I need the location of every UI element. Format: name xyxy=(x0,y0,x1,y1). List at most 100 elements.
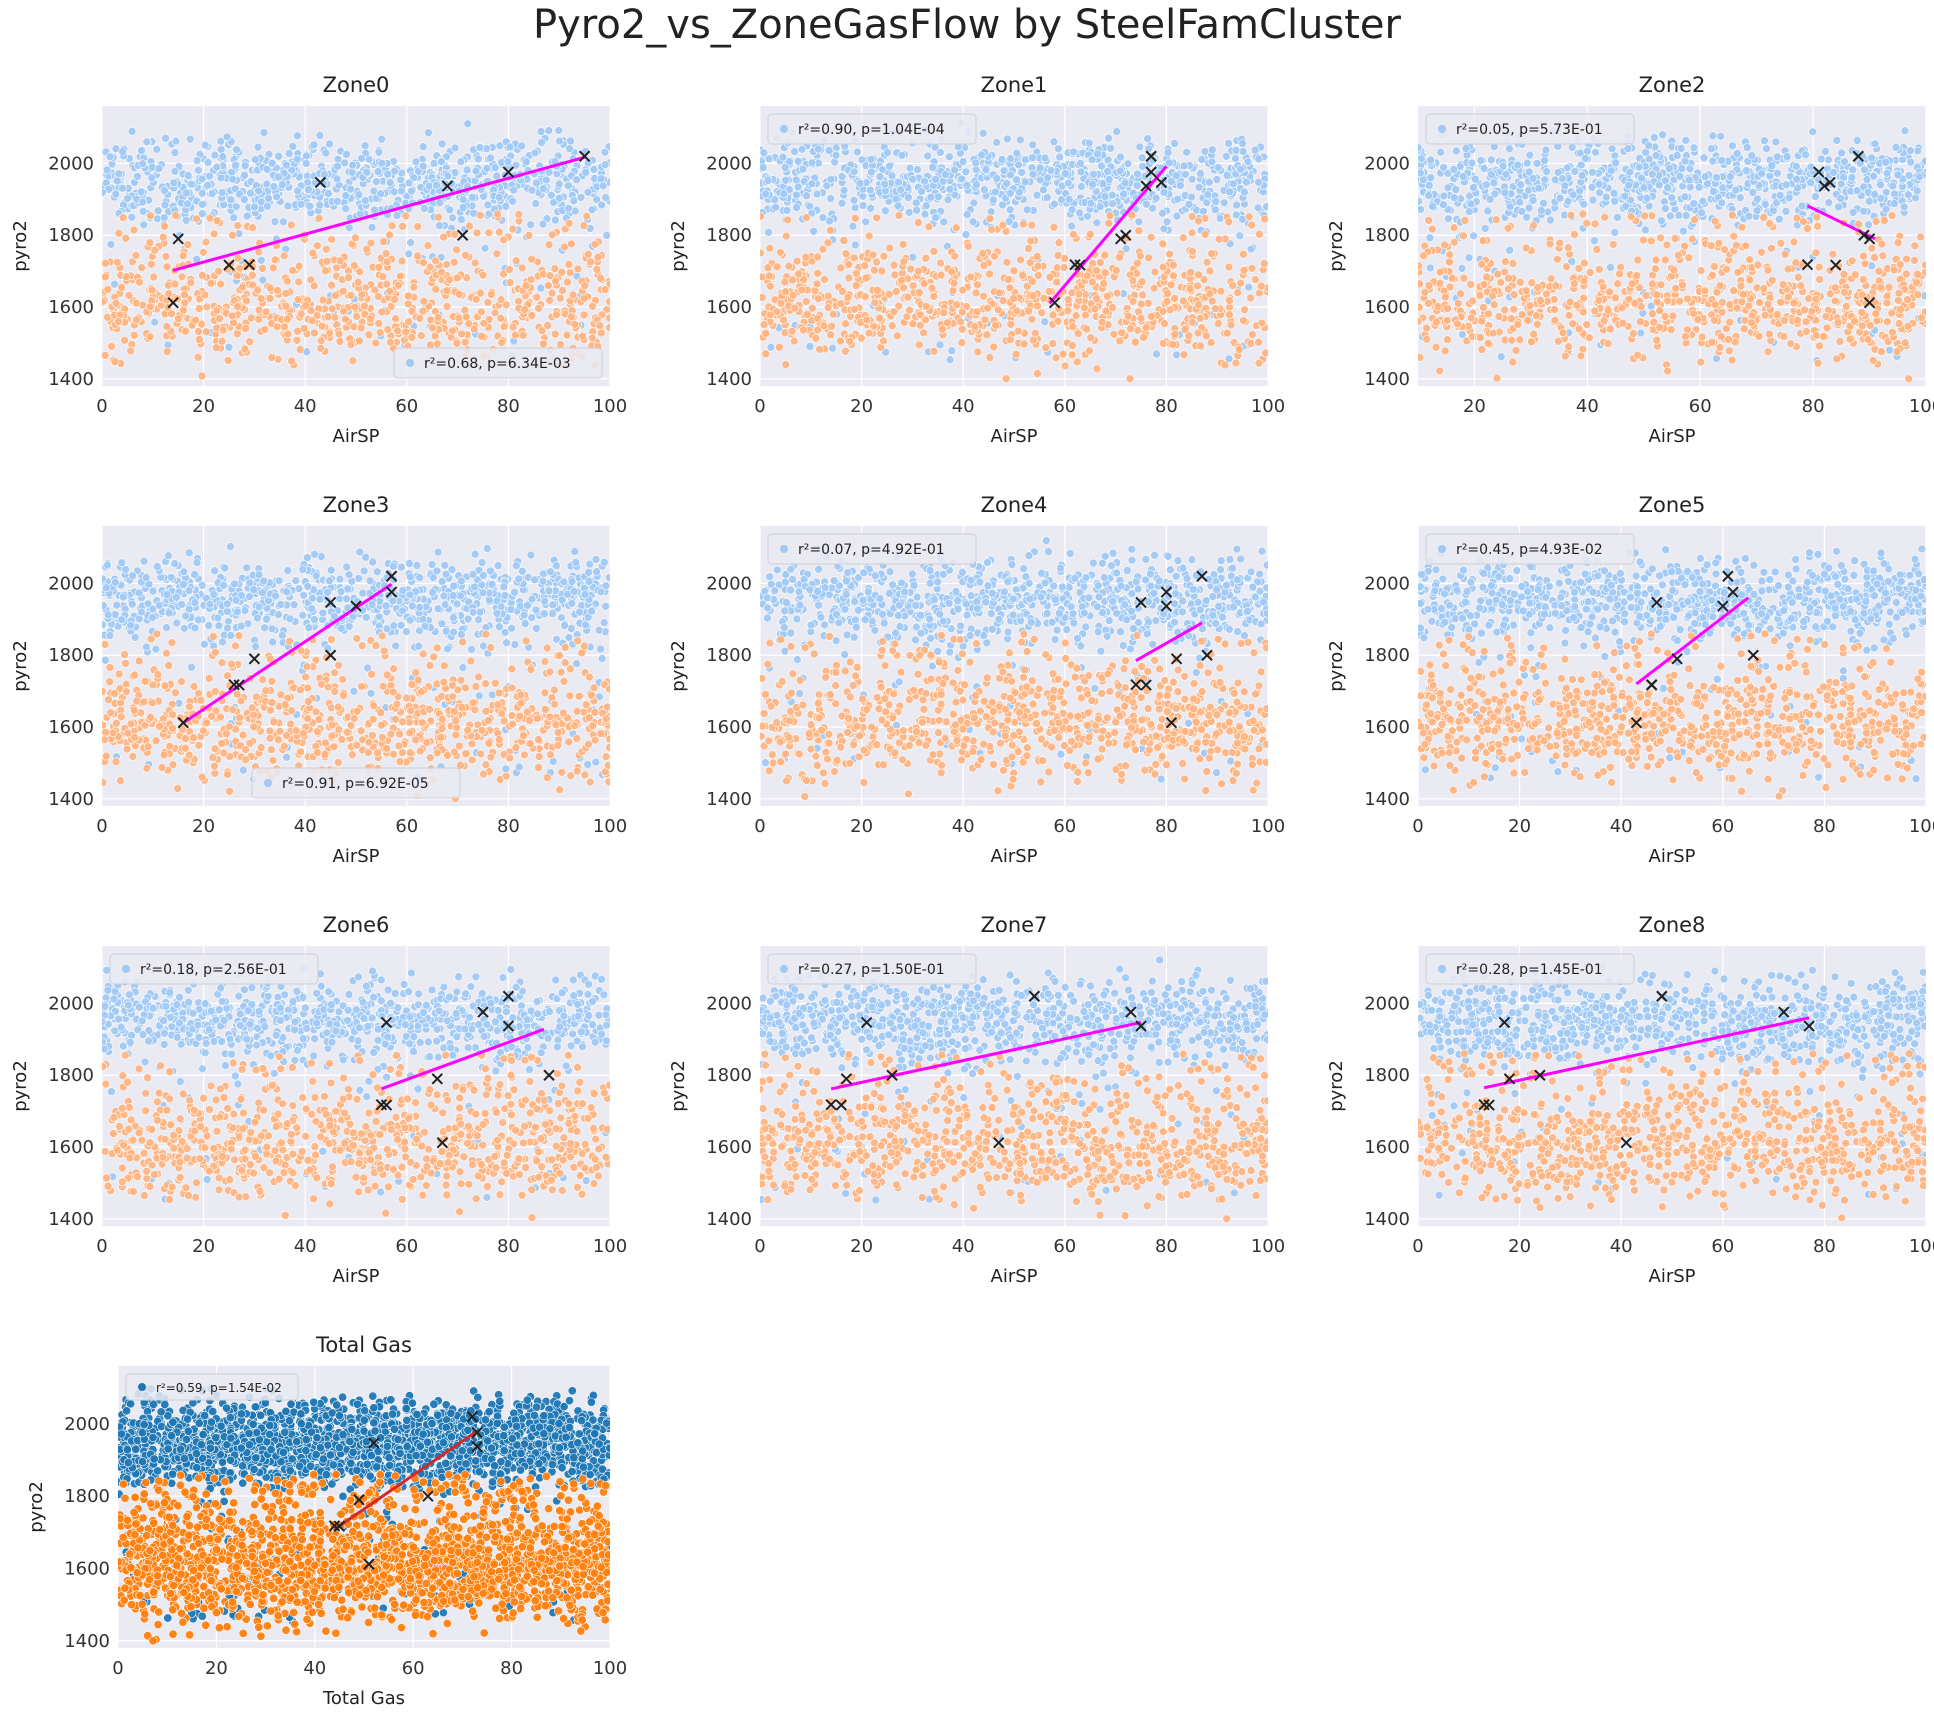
scatter-point xyxy=(402,328,410,336)
scatter-point xyxy=(1565,343,1573,351)
scatter-point xyxy=(1204,191,1212,199)
scatter-point xyxy=(410,283,418,291)
scatter-point xyxy=(1785,194,1793,202)
scatter-point xyxy=(548,231,556,239)
scatter-point xyxy=(1761,137,1769,145)
scatter-point xyxy=(1579,210,1587,218)
scatter-point xyxy=(539,185,547,193)
scatter-point xyxy=(112,190,120,198)
scatter-point xyxy=(199,248,207,256)
scatter-point xyxy=(443,260,451,268)
scatter-point xyxy=(339,287,347,295)
x-tick-label: 80 xyxy=(1155,396,1178,417)
scatter-point xyxy=(361,197,369,205)
scatter-point xyxy=(1748,152,1756,160)
scatter-point xyxy=(1023,206,1031,214)
scatter-point xyxy=(1248,221,1256,229)
scatter-point xyxy=(1129,297,1137,305)
scatter-point xyxy=(127,347,135,355)
scatter-point xyxy=(255,248,263,256)
scatter-point xyxy=(1173,212,1181,220)
scatter-point xyxy=(219,153,227,161)
scatter-point xyxy=(1444,215,1452,223)
scatter-point xyxy=(1222,152,1230,160)
scatter-point xyxy=(506,279,514,287)
scatter-point xyxy=(1890,200,1898,208)
scatter-point xyxy=(1452,147,1460,155)
scatter-point xyxy=(587,258,595,266)
scatter-point xyxy=(257,256,265,264)
scatter-point xyxy=(1195,271,1203,279)
y-tick-label: 1600 xyxy=(706,297,752,318)
x-tick-label: 20 xyxy=(192,396,215,417)
scatter-point xyxy=(1188,193,1196,201)
scatter-point xyxy=(840,186,848,194)
scatter-point xyxy=(1825,199,1833,207)
scatter-point xyxy=(417,332,425,340)
scatter-point xyxy=(1871,254,1879,262)
scatter-point xyxy=(758,273,766,281)
scatter-point xyxy=(294,296,302,304)
scatter-point xyxy=(851,305,859,313)
scatter-point xyxy=(372,339,380,347)
scatter-point xyxy=(1072,312,1080,320)
scatter-point xyxy=(1505,274,1513,282)
scatter-point xyxy=(1054,317,1062,325)
scatter-point xyxy=(1103,292,1111,300)
scatter-point xyxy=(1197,170,1205,178)
scatter-point xyxy=(139,160,147,168)
scatter-point xyxy=(522,158,530,166)
scatter-point xyxy=(386,231,394,239)
scatter-point xyxy=(803,192,811,200)
scatter-point xyxy=(1882,158,1890,166)
scatter-point xyxy=(232,162,240,170)
scatter-point xyxy=(1841,158,1849,166)
scatter-point xyxy=(294,187,302,195)
scatter-point xyxy=(273,323,281,331)
scatter-point xyxy=(998,155,1006,163)
scatter-point xyxy=(1029,170,1037,178)
scatter-point xyxy=(99,188,107,196)
scatter-point xyxy=(1240,266,1248,274)
scatter-point xyxy=(241,171,249,179)
scatter-point xyxy=(1602,193,1610,201)
scatter-point xyxy=(1487,156,1495,164)
scatter-point xyxy=(1611,228,1619,236)
scatter-point xyxy=(1171,330,1179,338)
scatter-point xyxy=(1707,242,1715,250)
scatter-point xyxy=(793,204,801,212)
scatter-point xyxy=(317,344,325,352)
scatter-point xyxy=(480,319,488,327)
scatter-point xyxy=(1901,127,1909,135)
scatter-point xyxy=(512,257,520,265)
scatter-point xyxy=(1186,269,1194,277)
scatter-point xyxy=(1046,273,1054,281)
scatter-point xyxy=(434,313,442,321)
scatter-point xyxy=(1777,239,1785,247)
scatter-point xyxy=(322,245,330,253)
scatter-point xyxy=(574,265,582,273)
scatter-point xyxy=(154,207,162,215)
scatter-point xyxy=(795,270,803,278)
scatter-point xyxy=(210,230,218,238)
scatter-point xyxy=(827,175,835,183)
scatter-point xyxy=(380,238,388,246)
scatter-point xyxy=(606,324,614,332)
scatter-point xyxy=(1003,135,1011,143)
scatter-point xyxy=(1232,359,1240,367)
scatter-point xyxy=(1865,221,1873,229)
scatter-point xyxy=(999,201,1007,209)
scatter-point xyxy=(204,181,212,189)
scatter-point xyxy=(451,230,459,238)
y-tick-label: 2000 xyxy=(706,153,752,174)
scatter-point xyxy=(867,204,875,212)
scatter-point xyxy=(371,206,379,214)
scatter-point xyxy=(288,357,296,365)
scatter-point xyxy=(133,316,141,324)
scatter-point xyxy=(1033,191,1041,199)
scatter-point xyxy=(564,182,572,190)
scatter-point xyxy=(764,177,772,185)
scatter-point xyxy=(591,240,599,248)
scatter-point xyxy=(1753,207,1761,215)
